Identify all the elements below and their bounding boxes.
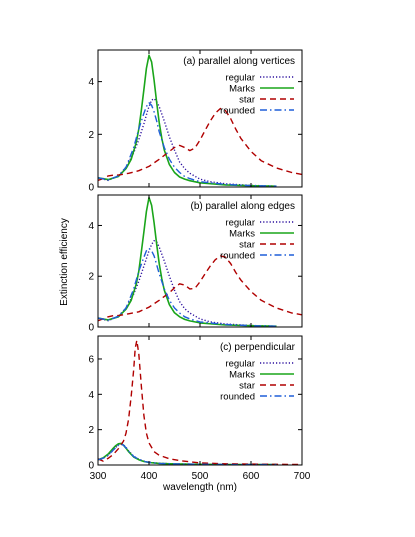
y-tick-label: 0 <box>88 461 94 472</box>
legend-label-rounded: rounded <box>220 106 255 117</box>
y-tick-label: 0 <box>88 323 94 334</box>
series-line-marks <box>98 196 277 327</box>
legend-label-star: star <box>239 95 255 106</box>
series-group-1 <box>98 54 302 187</box>
series-group-3 <box>98 339 302 465</box>
panel-1: 0 2 4 (a) parallel along vertices regularMar… <box>88 49 303 194</box>
series-line-star <box>98 255 302 322</box>
plot-frame-1 <box>97 49 303 188</box>
x-axis-label: wavelength (nm) <box>162 482 237 493</box>
y-tick-label: 4 <box>88 77 94 88</box>
legend-label-rounded: rounded <box>220 392 255 403</box>
x-tick-label: 500 <box>192 471 209 482</box>
legend-label-marks: Marks <box>229 84 255 95</box>
legend-label-star: star <box>239 381 255 392</box>
panel-3: 0 2 4 6 300 400 500 600 700 (c) perpendicular regu… <box>88 335 311 482</box>
y-tick-label: 4 <box>88 390 94 401</box>
legend-label-marks: Marks <box>229 229 255 240</box>
series-line-star <box>98 339 302 465</box>
series-line-rounded <box>98 443 277 465</box>
y-tick-label: 4 <box>88 221 94 232</box>
x-tick-label: 400 <box>141 471 158 482</box>
panels-group: 024(a) parallel along verticesregularMar… <box>88 49 311 482</box>
y-tick-label: 2 <box>88 130 94 141</box>
series-line-rounded <box>98 247 277 327</box>
series-line-marks <box>98 442 277 465</box>
y-tick-label: 0 <box>88 183 94 194</box>
panel-title-2: (b) parallel along edges <box>190 201 295 212</box>
legend-label-regular: regular <box>225 73 255 84</box>
x-tick-label: 600 <box>243 471 260 482</box>
legend-label-regular: regular <box>225 359 255 370</box>
legend-label-marks: Marks <box>229 370 255 381</box>
legend-label-regular: regular <box>225 218 255 229</box>
series-group-2 <box>98 196 302 327</box>
series-line-star <box>98 107 302 182</box>
legend-label-rounded: rounded <box>220 251 255 262</box>
x-tick-label: 300 <box>90 471 107 482</box>
y-tick-label: 6 <box>88 354 94 365</box>
legend-label-star: star <box>239 240 255 251</box>
y-axis-label: Extinction efficiency <box>59 218 70 306</box>
plot-frame-3 <box>97 335 303 466</box>
y-tick-label: 2 <box>88 272 94 283</box>
panel-title-1: (a) parallel along vertices <box>183 56 295 67</box>
panel-2: 0 2 4 (b) parallel along edges regularMarkss… <box>88 194 303 334</box>
x-tick-label: 700 <box>294 471 311 482</box>
y-tick-label: 2 <box>88 425 94 436</box>
series-line-marks <box>98 54 277 187</box>
plot-frame-2 <box>97 194 303 328</box>
panel-title-3: (c) perpendicular <box>220 342 296 353</box>
series-line-rounded <box>98 102 277 187</box>
